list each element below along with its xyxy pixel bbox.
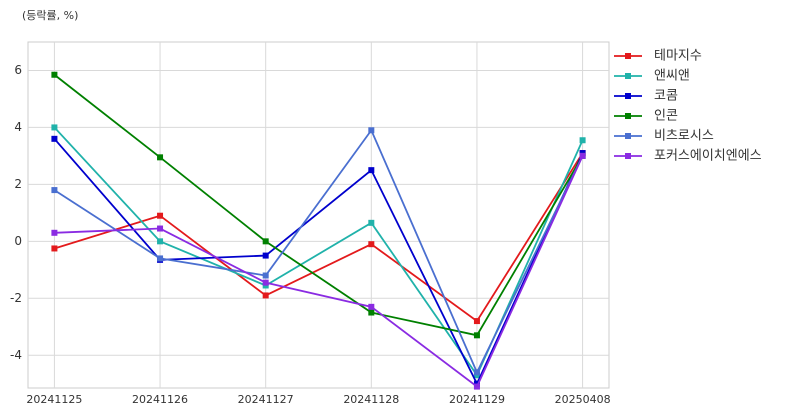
legend-label: 코콤 <box>654 89 678 104</box>
series-line <box>53 128 584 375</box>
point <box>157 212 164 219</box>
x-tick-label: 20241125 <box>26 393 82 406</box>
point <box>473 383 480 390</box>
point <box>157 238 164 245</box>
series-line <box>53 138 584 386</box>
y-tick-label: -2 <box>10 291 22 305</box>
point <box>262 292 269 299</box>
point <box>262 272 269 279</box>
point <box>368 309 375 316</box>
x-tick-label: 20241128 <box>343 393 399 406</box>
y-tick-label: 0 <box>14 234 22 248</box>
point <box>262 252 269 259</box>
point <box>262 279 269 286</box>
point <box>157 154 164 161</box>
point <box>51 124 58 131</box>
point <box>473 318 480 325</box>
point <box>579 137 586 144</box>
point <box>157 255 164 262</box>
series-line <box>53 126 584 378</box>
plot-frame <box>27 41 610 389</box>
y-tick-label: 2 <box>14 177 22 191</box>
point <box>473 369 480 376</box>
y-tick-label: 6 <box>14 63 22 77</box>
legend-marker <box>625 53 631 59</box>
point <box>368 127 375 134</box>
legend-marker <box>625 73 631 79</box>
point <box>157 225 164 232</box>
legend-label: 비츠로시스 <box>654 129 714 144</box>
legend-marker <box>625 153 631 159</box>
point <box>262 238 269 245</box>
x-tick-label: 20241126 <box>132 393 188 406</box>
point <box>51 135 58 142</box>
x-tick-label: 20241127 <box>238 393 294 406</box>
point <box>368 303 375 310</box>
series-line <box>53 74 584 337</box>
point <box>51 245 58 252</box>
y-tick-label: 4 <box>14 120 22 134</box>
legend-label: 인콘 <box>654 109 678 124</box>
point <box>51 229 58 236</box>
legend-label: 앤씨앤 <box>654 69 690 84</box>
point <box>368 219 375 226</box>
point <box>473 332 480 339</box>
legend-marker <box>625 93 631 99</box>
point <box>51 71 58 78</box>
y-axis-label: (등락률, %) <box>22 9 78 22</box>
x-tick-label: 20250408 <box>555 393 611 406</box>
point <box>368 241 375 248</box>
point <box>368 167 375 174</box>
legend-label: 포커스에이치엔에스 <box>654 149 762 164</box>
series-line <box>54 152 584 323</box>
point <box>51 187 58 194</box>
legend-marker <box>625 133 631 139</box>
legend-label: 테마지수 <box>654 49 702 64</box>
legend-marker <box>625 113 631 119</box>
x-tick-label: 20241129 <box>449 393 505 406</box>
point <box>579 152 586 159</box>
y-tick-label: -4 <box>10 348 22 362</box>
series-line <box>54 155 584 388</box>
